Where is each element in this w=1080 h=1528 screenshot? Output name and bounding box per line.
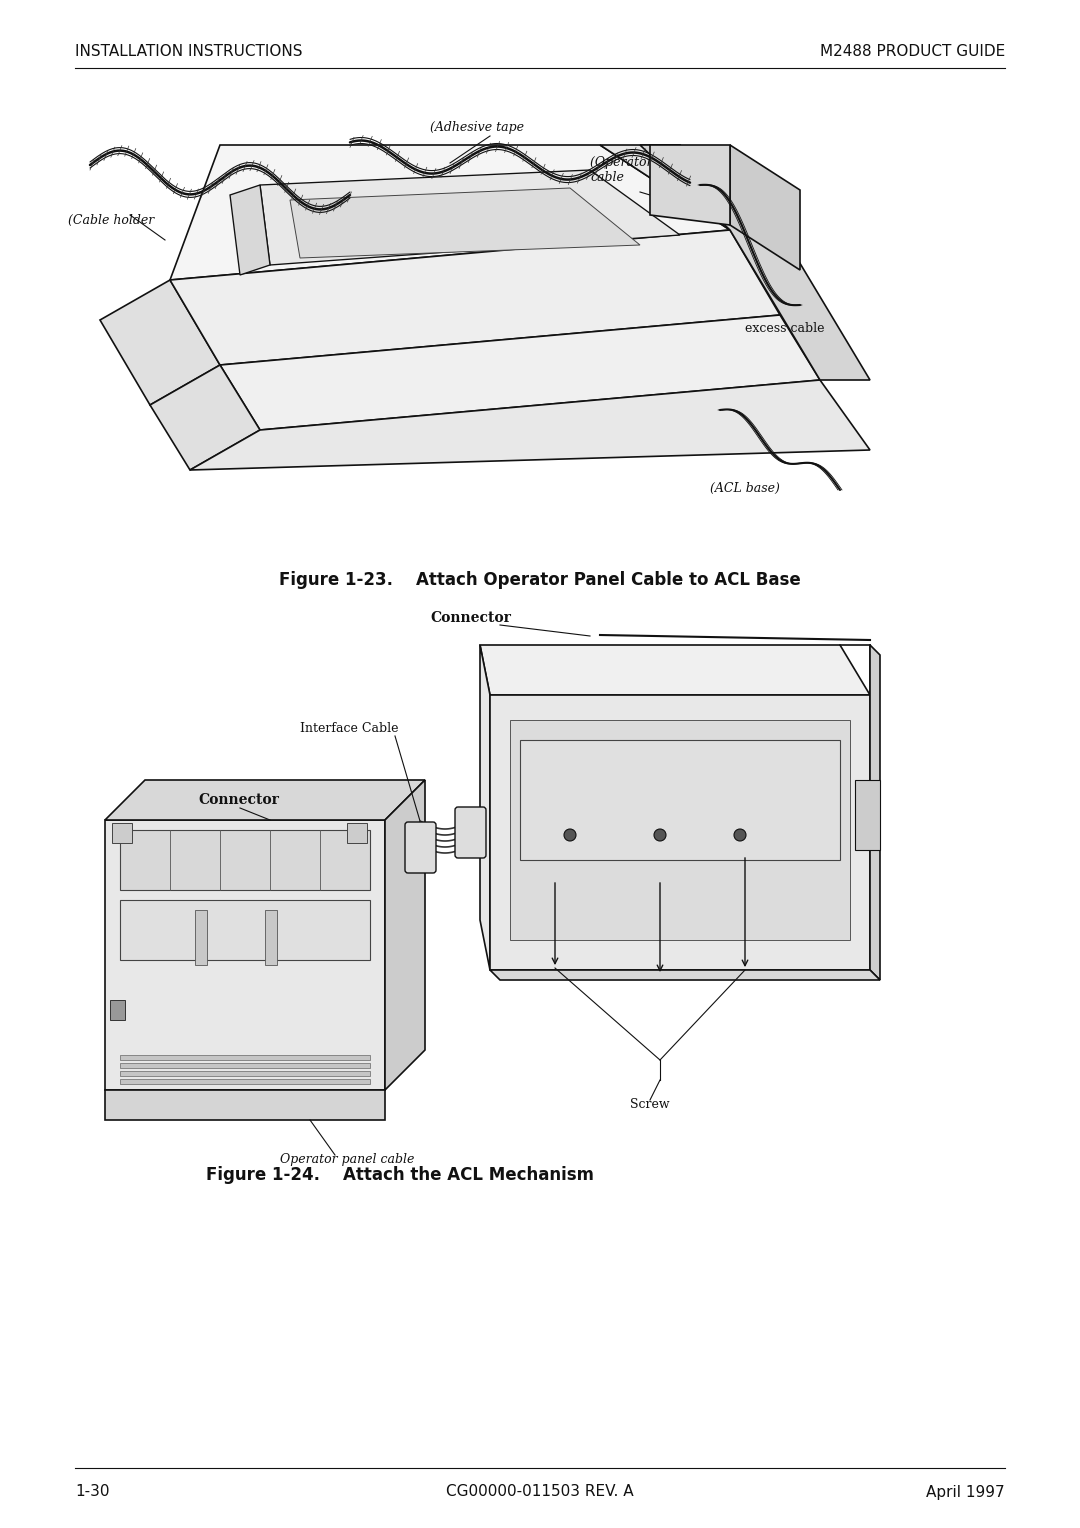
Text: Connector: Connector (198, 793, 279, 807)
Polygon shape (260, 170, 680, 264)
Bar (347, 824, 367, 843)
Text: 1-30: 1-30 (75, 1485, 109, 1499)
Text: INSTALLATION INSTRUCTIONS: INSTALLATION INSTRUCTIONS (75, 44, 302, 60)
Bar (120, 1079, 370, 1083)
Circle shape (734, 830, 746, 840)
Polygon shape (490, 970, 880, 979)
Bar (120, 1063, 370, 1068)
Polygon shape (870, 645, 880, 979)
Polygon shape (519, 740, 840, 860)
Polygon shape (230, 185, 270, 275)
Bar (120, 830, 370, 889)
Circle shape (654, 830, 666, 840)
Text: Operator panel cable: Operator panel cable (280, 1154, 415, 1166)
Text: M2488 PRODUCT GUIDE: M2488 PRODUCT GUIDE (820, 44, 1005, 60)
Text: Screw: Screw (630, 1099, 670, 1111)
Polygon shape (480, 645, 870, 695)
Polygon shape (100, 280, 220, 405)
Text: CG00000-011503 REV. A: CG00000-011503 REV. A (446, 1485, 634, 1499)
Polygon shape (650, 145, 730, 225)
Text: Connector: Connector (430, 611, 511, 625)
Text: Figure 1-24.    Attach the ACL Mechanism: Figure 1-24. Attach the ACL Mechanism (206, 1166, 594, 1184)
Bar (265, 911, 276, 966)
Polygon shape (105, 779, 426, 821)
Polygon shape (730, 145, 800, 270)
Text: excess cable: excess cable (745, 321, 824, 335)
Polygon shape (384, 779, 426, 1089)
Text: (Cable holder: (Cable holder (68, 214, 154, 226)
Bar (120, 1054, 370, 1060)
Polygon shape (600, 145, 780, 231)
Bar (195, 911, 207, 966)
Polygon shape (291, 188, 640, 258)
Text: Figure 1-23.    Attach Operator Panel Cable to ACL Base: Figure 1-23. Attach Operator Panel Cable… (279, 571, 801, 588)
FancyBboxPatch shape (455, 807, 486, 859)
Polygon shape (490, 695, 870, 970)
Bar (120, 1071, 370, 1076)
Text: Interface Cable: Interface Cable (300, 721, 399, 735)
Polygon shape (170, 231, 780, 365)
Text: (Adhesive tape: (Adhesive tape (430, 122, 524, 134)
Bar (112, 824, 132, 843)
Polygon shape (855, 779, 880, 850)
Polygon shape (480, 645, 490, 970)
Polygon shape (105, 821, 384, 1089)
Circle shape (564, 830, 576, 840)
Polygon shape (105, 1089, 384, 1120)
Polygon shape (220, 315, 820, 429)
Polygon shape (190, 380, 870, 471)
Polygon shape (510, 720, 850, 940)
Bar (120, 900, 370, 960)
Polygon shape (150, 365, 260, 471)
Text: April 1997: April 1997 (927, 1485, 1005, 1499)
Bar (110, 999, 125, 1021)
Polygon shape (640, 145, 870, 380)
FancyBboxPatch shape (405, 822, 436, 872)
Text: (ACL base): (ACL base) (710, 481, 780, 495)
Text: (Operator panel
cable: (Operator panel cable (590, 156, 691, 183)
Polygon shape (170, 145, 730, 280)
